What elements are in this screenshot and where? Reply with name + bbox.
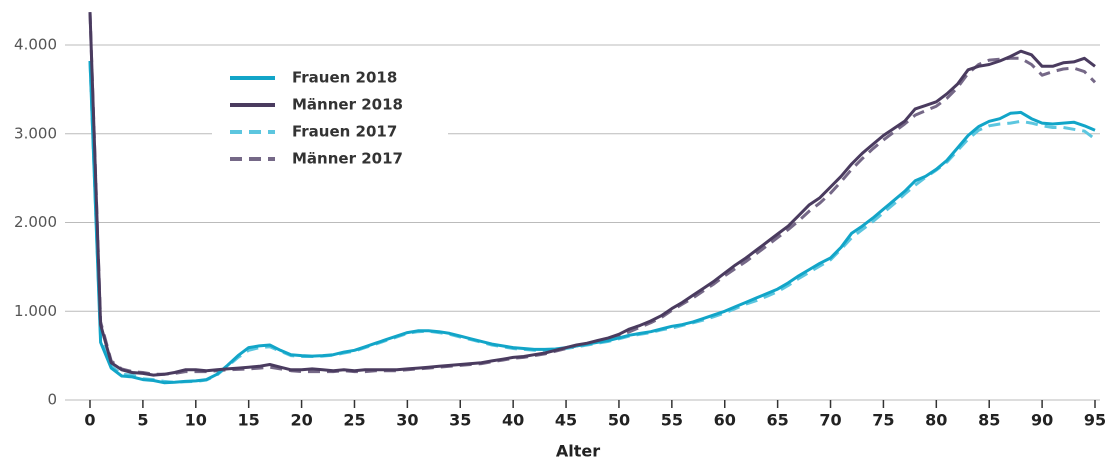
series-line — [88, 12, 1096, 377]
x-tick-label: 5 — [137, 411, 148, 430]
x-tick-label: 0 — [84, 411, 95, 430]
x-tick-label: 60 — [714, 411, 736, 430]
x-tick-label: 80 — [925, 411, 947, 430]
y-tick-label: 3.000 — [14, 124, 57, 142]
y-tick-label: 0 — [47, 391, 57, 409]
x-tick-label: 50 — [608, 411, 630, 430]
x-tick-label: 70 — [819, 411, 841, 430]
x-tick-label: 30 — [396, 411, 418, 430]
y-tick-label: 4.000 — [14, 36, 57, 54]
x-tick-label: 25 — [343, 411, 365, 430]
y-tick-label: 2.000 — [14, 213, 57, 231]
legend-label: Männer 2018 — [292, 96, 403, 114]
x-tick-label: 20 — [290, 411, 312, 430]
series-line — [88, 60, 1096, 384]
x-tick-label: 45 — [555, 411, 577, 430]
legend-label: Frauen 2017 — [292, 123, 397, 141]
x-axis-label: Alter — [556, 442, 600, 461]
x-tick-label: 90 — [1031, 411, 1053, 430]
x-tick-label: 95 — [1084, 411, 1106, 430]
x-tick-label: 35 — [449, 411, 471, 430]
x-tick-label: 40 — [502, 411, 524, 430]
x-tick-label: 10 — [185, 411, 207, 430]
x-tick-label: 55 — [661, 411, 683, 430]
x-tick-label: 15 — [238, 411, 260, 430]
x-tick-label: 65 — [766, 411, 788, 430]
x-tick-label: 75 — [872, 411, 894, 430]
legend-label: Männer 2017 — [292, 150, 403, 168]
legend-label: Frauen 2018 — [292, 69, 397, 87]
x-tick-label: 85 — [978, 411, 1000, 430]
y-tick-label: 1.000 — [14, 302, 57, 320]
